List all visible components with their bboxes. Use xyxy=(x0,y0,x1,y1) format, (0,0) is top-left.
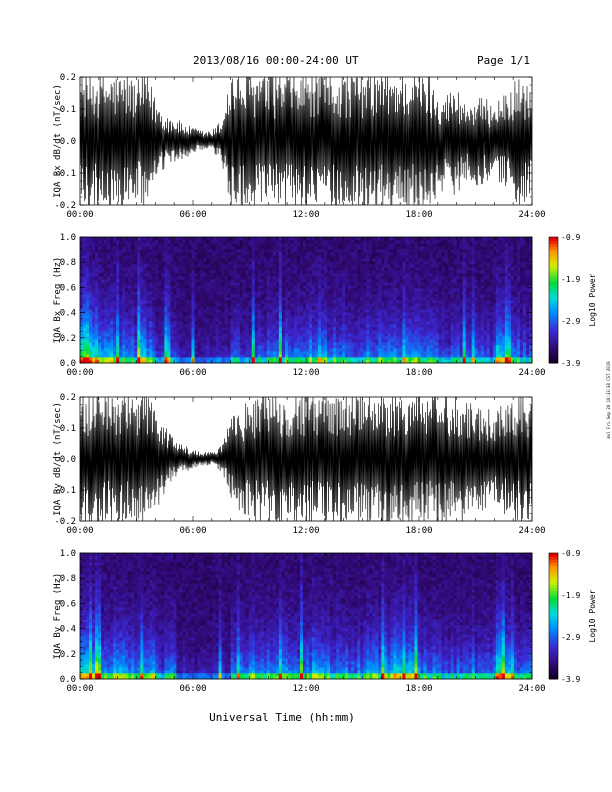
dbdt-series-path xyxy=(80,77,532,205)
colorbar-tick-label: -0.9 xyxy=(561,549,580,558)
dbdt-trace-2 xyxy=(80,397,532,521)
y-tick-label: 0.0 xyxy=(60,675,76,685)
y-axis-label: IQA Bx Freq (Hz) xyxy=(53,257,63,344)
x-tick-label: 18:00 xyxy=(405,526,432,536)
y-tick-label: 1.0 xyxy=(60,233,76,243)
x-tick-label: 18:00 xyxy=(405,684,432,694)
side-timestamp: mol Fri Sep 20 10:33:38 CST 2019 xyxy=(606,361,611,439)
y-tick-label: 0.4 xyxy=(60,625,76,635)
y-tick-label: 0.0 xyxy=(60,455,76,465)
y-axis-label: IQA By dB/dt (nT/sec) xyxy=(53,402,63,516)
y-tick-label: 0.6 xyxy=(60,599,76,609)
y-axis-label: IQA Bx dB/dt (nT/sec) xyxy=(53,84,63,198)
x-tick-label: 18:00 xyxy=(405,210,432,220)
y-tick-label: 0.8 xyxy=(60,574,76,584)
dbdt-series-path xyxy=(80,397,532,521)
y-tick-label: 0.2 xyxy=(60,393,76,403)
colorbar-tick-label: -2.9 xyxy=(561,633,580,642)
colorbar-tick-label: -3.9 xyxy=(561,675,580,684)
y-tick-label: 0.4 xyxy=(60,309,76,319)
x-axis-label: Universal Time (hh:mm) xyxy=(209,711,355,724)
y-tick-label: 0.0 xyxy=(60,137,76,147)
colorbar-tick-label: -3.9 xyxy=(561,359,580,368)
y-tick-label: 0.2 xyxy=(60,334,76,344)
spectrogram-3 xyxy=(80,553,533,680)
dbdt-trace-0 xyxy=(80,77,532,205)
x-tick-label: 24:00 xyxy=(518,684,545,694)
y-tick-label: 0.6 xyxy=(60,283,76,293)
x-tick-label: 06:00 xyxy=(179,684,206,694)
x-tick-label: 24:00 xyxy=(518,368,545,378)
x-tick-label: 12:00 xyxy=(292,526,319,536)
colorbar-tick-label: -0.9 xyxy=(561,233,580,242)
x-tick-label: 18:00 xyxy=(405,368,432,378)
x-tick-label: 12:00 xyxy=(292,368,319,378)
y-tick-label: 0.2 xyxy=(60,73,76,83)
x-tick-label: 06:00 xyxy=(179,210,206,220)
page-indicator: Page 1/1 xyxy=(477,54,530,67)
x-tick-label: 24:00 xyxy=(518,526,545,536)
y-tick-label: 0.0 xyxy=(60,359,76,369)
x-tick-label: 12:00 xyxy=(292,684,319,694)
x-tick-label: 00:00 xyxy=(66,368,93,378)
y-tick-label: 0.8 xyxy=(60,258,76,268)
y-tick-label: 0.1 xyxy=(60,105,76,115)
x-tick-label: 12:00 xyxy=(292,210,319,220)
x-tick-label: 00:00 xyxy=(66,526,93,536)
y-axis-label: IQA By Freq (Hz) xyxy=(53,573,63,660)
y-tick-label: 0.2 xyxy=(60,650,76,660)
x-tick-label: 06:00 xyxy=(179,368,206,378)
y-tick-label: -0.2 xyxy=(54,201,76,211)
x-tick-label: 24:00 xyxy=(518,210,545,220)
y-tick-label: 0.1 xyxy=(60,424,76,434)
x-tick-label: 06:00 xyxy=(179,526,206,536)
x-tick-label: 00:00 xyxy=(66,210,93,220)
y-tick-label: -0.1 xyxy=(54,169,76,179)
figure-title: 2013/08/16 00:00-24:00 UT xyxy=(193,54,359,67)
colorbar-1 xyxy=(548,236,559,364)
colorbar-label: Log10 Power xyxy=(588,589,597,642)
colorbar-3 xyxy=(548,552,559,680)
spectrogram-1 xyxy=(80,237,533,364)
colorbar-tick-label: -2.9 xyxy=(561,317,580,326)
colorbar-tick-label: -1.9 xyxy=(561,275,580,284)
x-tick-label: 00:00 xyxy=(66,684,93,694)
colorbar-tick-label: -1.9 xyxy=(561,591,580,600)
y-tick-label: 1.0 xyxy=(60,549,76,559)
y-tick-label: -0.2 xyxy=(54,517,76,527)
y-tick-label: -0.1 xyxy=(54,486,76,496)
colorbar-label: Log10 Power xyxy=(588,273,597,326)
